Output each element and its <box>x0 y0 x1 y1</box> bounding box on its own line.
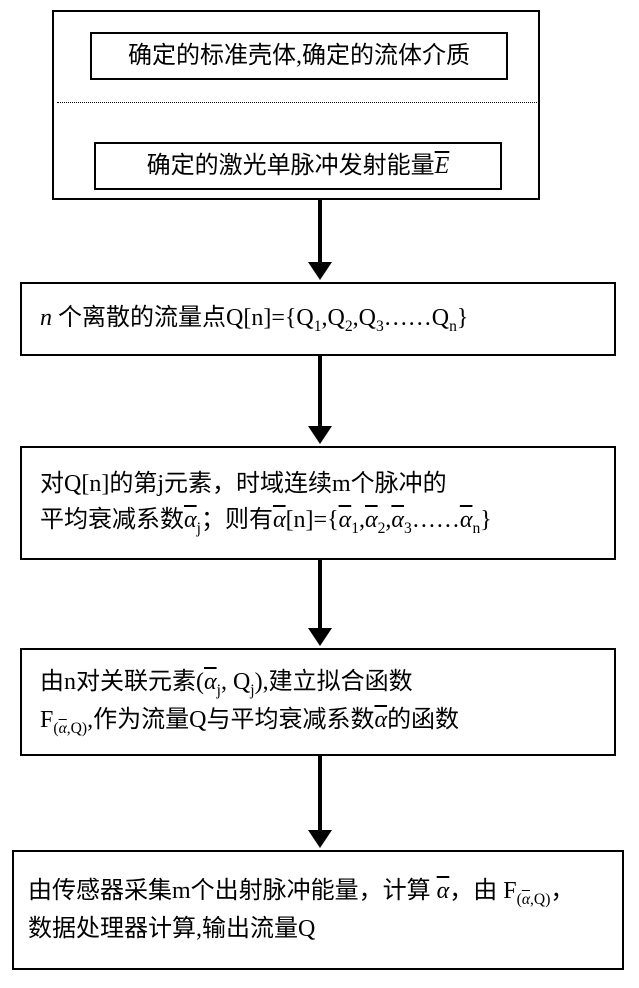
box-output-flow: 由传感器采集m个出射脉冲能量，计算 α，由 F(α,Q)，数据处理器计算,输出流… <box>12 850 624 970</box>
arrow-3 <box>308 560 332 646</box>
arrow-4 <box>308 756 332 848</box>
container-inputs: 确定的标准壳体,确定的流体介质 确定的激光单脉冲发射能量E <box>52 10 540 200</box>
text-shell-fluid: 确定的标准壳体,确定的流体介质 <box>128 38 470 74</box>
flowchart-canvas: 确定的标准壳体,确定的流体介质 确定的激光单脉冲发射能量E n 个离散的流量点Q… <box>0 0 639 988</box>
inner-box-shell-fluid: 确定的标准壳体,确定的流体介质 <box>90 32 508 80</box>
arrow-2 <box>308 356 332 444</box>
box-fitting-function: 由n对关联元素(αj, Qj),建立拟合函数F(α,Q),作为流量Q与平均衰减系… <box>20 648 616 756</box>
text-box5: 由传感器采集m个出射脉冲能量，计算 α，由 F(α,Q)，数据处理器计算,输出流… <box>28 873 574 947</box>
box-attenuation-coeff: 对Q[n]的第j元素，时域连续m个脉冲的平均衰减系数αj；则有α[n]={α1,… <box>20 446 616 560</box>
text-box2: n 个离散的流量点Q[n]={Q1,Q2,Q3……Qn} <box>40 300 468 338</box>
text-box4: 由n对关联元素(αj, Qj),建立拟合函数F(α,Q),作为流量Q与平均衰减系… <box>40 664 459 740</box>
dotted-divider <box>57 102 539 103</box>
text-box3: 对Q[n]的第j元素，时域连续m个脉冲的平均衰减系数αj；则有α[n]={α1,… <box>40 466 492 540</box>
inner-box-energy: 确定的激光单脉冲发射能量E <box>94 142 502 190</box>
arrow-1 <box>308 200 332 280</box>
text-energy: 确定的激光单脉冲发射能量E <box>147 148 450 184</box>
box-discrete-flow-points: n 个离散的流量点Q[n]={Q1,Q2,Q3……Qn} <box>20 282 616 356</box>
